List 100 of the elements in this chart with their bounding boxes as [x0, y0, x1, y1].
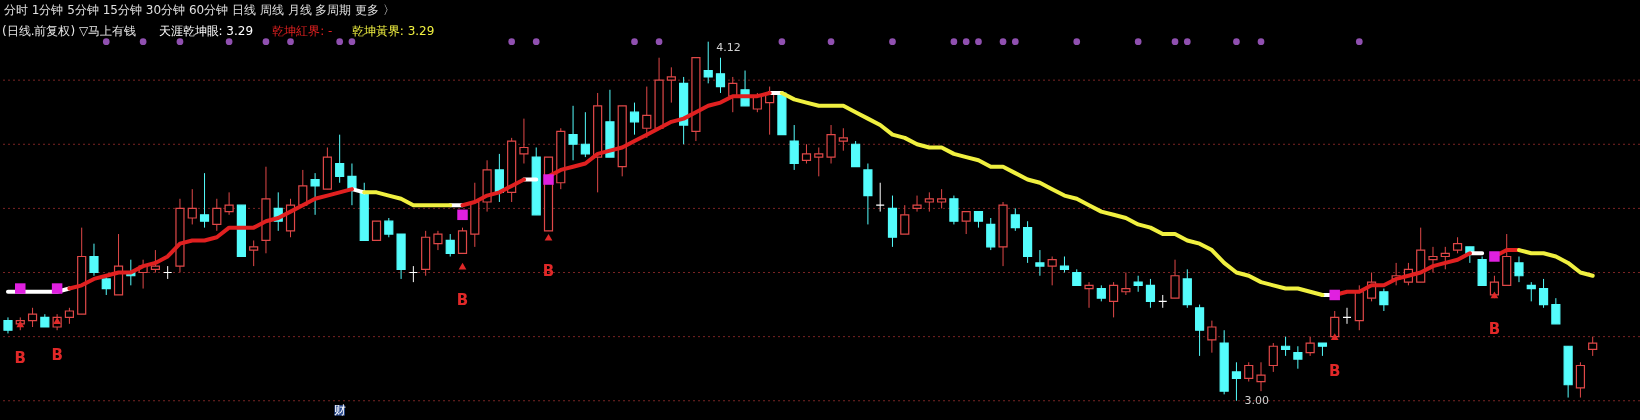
candlestick — [814, 146, 824, 177]
point — [1073, 38, 1081, 46]
candlestick — [826, 124, 836, 165]
point — [975, 38, 982, 46]
point — [1183, 38, 1191, 46]
point — [1330, 333, 1339, 340]
annotation: 乾坤紅界: - — [272, 24, 333, 38]
chart-title: 分时 1分钟 5分钟 15分钟 30分钟 60分钟 日线 周线 月线 多周期 更多 〉 — [4, 3, 396, 17]
candlestick — [1231, 361, 1242, 402]
candlestick — [1035, 249, 1045, 277]
point — [1490, 291, 1499, 299]
point — [1355, 38, 1363, 46]
candlestick — [199, 172, 210, 229]
candlestick — [851, 140, 861, 168]
point — [348, 38, 356, 46]
candlestick — [384, 217, 394, 238]
candlestick — [335, 134, 345, 184]
candlestick — [801, 143, 812, 165]
candlestick — [347, 163, 357, 206]
point — [1257, 38, 1265, 46]
data-label: B — [14, 348, 26, 367]
point — [15, 283, 26, 294]
candlestick — [1293, 345, 1303, 370]
point — [53, 317, 61, 324]
data-label: B — [1329, 361, 1341, 380]
candlestick — [224, 191, 234, 216]
candlestick — [1244, 361, 1254, 383]
candlestick — [949, 195, 959, 225]
point — [778, 38, 786, 46]
point — [508, 38, 516, 46]
annotation: 天涯乾坤眼: 3.29 — [158, 24, 254, 38]
candlestick — [789, 124, 799, 171]
candlestick — [986, 217, 996, 251]
point — [139, 38, 147, 46]
point — [1233, 38, 1240, 46]
candlestick — [1256, 361, 1266, 392]
candlestick — [433, 230, 443, 251]
candlestick — [1379, 288, 1389, 312]
candlestick — [1280, 336, 1291, 357]
candlestick — [1575, 361, 1586, 399]
point — [262, 38, 270, 46]
candlestick — [212, 198, 222, 232]
point — [827, 38, 835, 46]
candlestick — [1538, 278, 1549, 309]
point — [1489, 251, 1500, 262]
candlestick — [310, 172, 320, 216]
point — [631, 38, 638, 46]
candlestick — [629, 102, 640, 136]
candlestick — [1305, 336, 1315, 357]
data-label: B — [542, 262, 555, 281]
candlestick — [1047, 255, 1057, 286]
annotation: 3.00 — [1244, 393, 1269, 407]
candlestick — [666, 66, 676, 104]
point — [999, 38, 1007, 46]
point — [950, 38, 958, 46]
candlestick — [838, 127, 848, 152]
candlestick — [912, 195, 922, 213]
annotation: 乾坤黃界: 3.29 — [351, 24, 435, 38]
point — [1329, 289, 1340, 301]
candlestick — [1330, 310, 1340, 338]
point — [176, 38, 184, 46]
candlestick — [187, 188, 197, 225]
candlestick — [924, 191, 934, 213]
candlestick — [1526, 281, 1536, 302]
candlestick — [1268, 342, 1278, 373]
candlestick — [1145, 278, 1156, 309]
candlestick — [1121, 272, 1131, 296]
candlestick — [715, 57, 726, 94]
candlestick — [1588, 336, 1598, 357]
point — [1011, 38, 1019, 46]
candlestick — [642, 86, 652, 139]
candlestick — [1551, 297, 1561, 325]
data-label: B — [1488, 319, 1501, 338]
candlestick — [580, 111, 590, 158]
candlestick — [519, 118, 529, 165]
candlestick — [249, 239, 259, 267]
point — [532, 38, 540, 46]
candlestick — [1170, 259, 1180, 299]
point — [457, 209, 468, 221]
candlestick — [445, 233, 455, 257]
candlestick — [1428, 246, 1438, 274]
candlestick — [568, 105, 578, 161]
point — [544, 233, 553, 241]
candlestick — [371, 220, 382, 242]
candlestick — [1109, 281, 1119, 318]
point — [102, 38, 110, 46]
candlestick — [1440, 246, 1450, 270]
candlestick — [89, 243, 99, 277]
text: (日线.前复权) ▽马上有钱 — [2, 24, 137, 38]
data-label: B — [456, 291, 469, 310]
candlestick — [27, 307, 38, 328]
candlestick — [1084, 281, 1094, 309]
point — [543, 174, 554, 185]
candlestick — [961, 211, 971, 235]
candlestick — [1010, 207, 1020, 232]
candlestick — [1514, 255, 1524, 283]
candlestick — [900, 204, 910, 235]
candlestick — [1207, 320, 1217, 354]
point — [336, 38, 344, 46]
point — [962, 38, 970, 46]
